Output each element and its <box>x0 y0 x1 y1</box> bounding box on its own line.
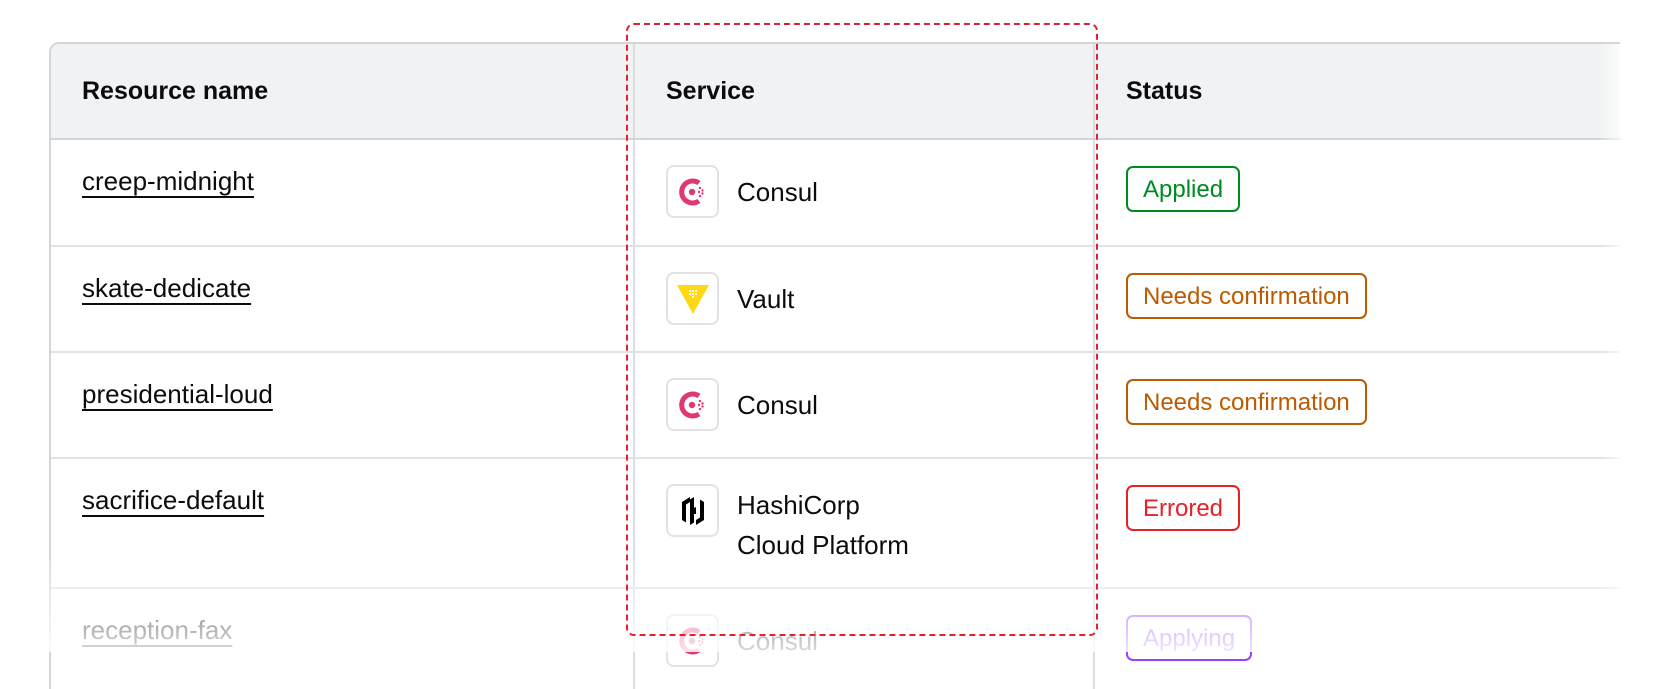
service-name-line-2: Cloud Platform <box>737 530 909 560</box>
consul-icon <box>666 378 719 431</box>
status-badge: Needs confirmation <box>1126 273 1367 319</box>
hcp-icon <box>666 484 719 537</box>
resource-link[interactable]: creep-midnight <box>82 166 254 196</box>
table-row: skate-dedicate Vault Needs confirmation <box>51 247 1620 353</box>
service-name: Consul <box>737 390 818 420</box>
table-row: sacrifice-default HashiCorp Cloud Platfor… <box>51 459 1620 589</box>
table-header: Resource name Service Status <box>51 44 1620 140</box>
status-badge: Applying <box>1126 615 1253 661</box>
column-header-resource-name[interactable]: Resource name <box>82 76 269 105</box>
table-scroll-fade <box>1600 44 1620 689</box>
status-badge: Needs confirmation <box>1126 379 1367 425</box>
resource-link[interactable]: reception-fax <box>82 615 233 645</box>
table-row: reception-fax Consul Applying <box>51 589 1620 689</box>
service-name: HashiCorp Cloud Platform <box>737 485 909 565</box>
column-header-status[interactable]: Status <box>1126 76 1203 105</box>
status-badge: Errored <box>1126 485 1241 531</box>
column-header-service[interactable]: Service <box>633 44 1095 138</box>
service-name: Consul <box>737 626 818 656</box>
table-row: presidential-loud Consul Needs confirmat… <box>51 353 1620 459</box>
resources-table: Resource name Service Status creep-midni… <box>49 42 1620 689</box>
table-row: creep-midnight Consul Applied <box>51 140 1620 247</box>
service-name-line-1: HashiCorp <box>737 490 860 520</box>
resource-link[interactable]: presidential-loud <box>82 379 273 409</box>
consul-icon <box>666 614 719 667</box>
status-badge: Applied <box>1126 166 1241 212</box>
resource-link[interactable]: skate-dedicate <box>82 273 252 303</box>
service-name: Consul <box>737 177 818 207</box>
vault-icon <box>666 272 719 325</box>
consul-icon <box>666 165 719 218</box>
resource-link[interactable]: sacrifice-default <box>82 485 265 515</box>
service-name: Vault <box>737 284 795 314</box>
